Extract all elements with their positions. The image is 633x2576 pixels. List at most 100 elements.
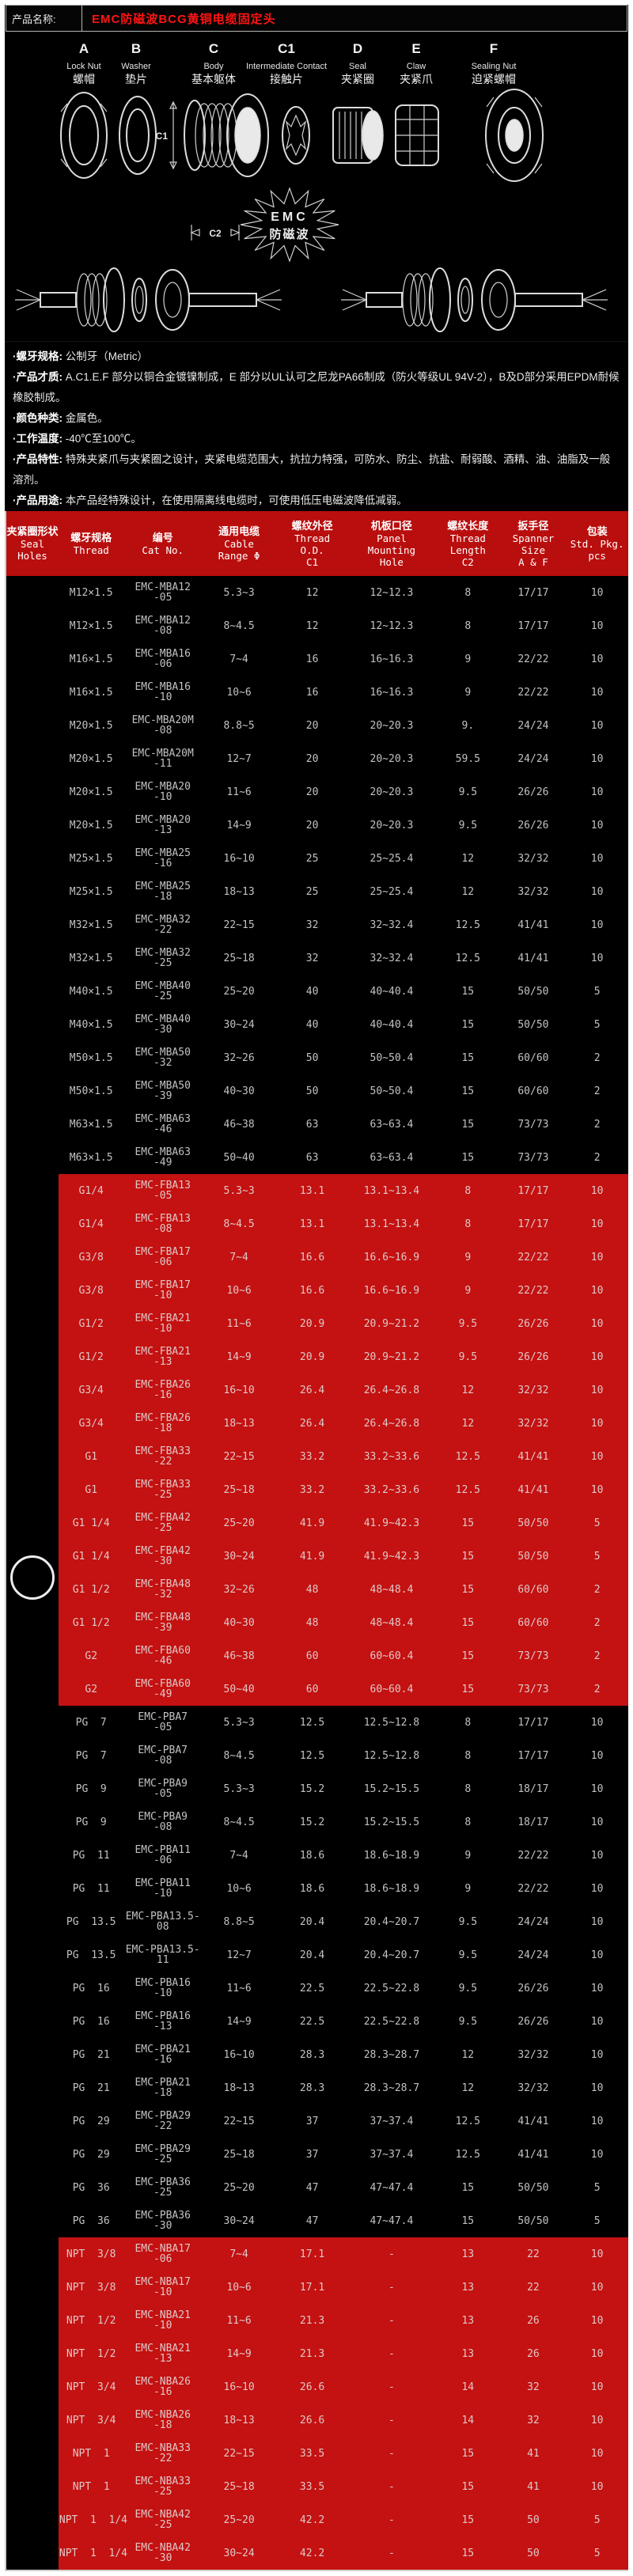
cable-cell: 16~10 (201, 2038, 277, 2071)
spec-label: ·产品才质: (13, 371, 66, 383)
spanner-cell: 26/26 (500, 775, 567, 809)
od-cell: 63 (276, 1141, 348, 1174)
od-cell: 25 (276, 875, 348, 908)
panel-cell: 26.4~26.8 (347, 1407, 435, 1440)
spanner-cell: 17/17 (500, 576, 567, 609)
table-row: NPT 3/4 EMC-NBA26 -16 16~10 26.6-14 32 10 (6, 2370, 628, 2404)
svg-text:E: E (411, 41, 420, 56)
table-row: G1/4 EMC-FBA13 -08 8~4.5 13.1 13.1~13.4 8 17/17… (6, 1207, 628, 1241)
table-header: 夹紧圈形状 Seal Holes 螺牙规格 Thread 编号 Cat No. 通用电缆 Cab… (6, 511, 628, 576)
thread-cell: M20×1.5 (58, 742, 124, 775)
od-cell: 60 (276, 1639, 348, 1673)
len-cell: 12.5 (435, 1473, 501, 1506)
seal-cell (6, 941, 59, 975)
panel-cell: 60~60.4 (347, 1673, 435, 1706)
len-cell: 12 (435, 1373, 501, 1407)
seal-cell (6, 1739, 59, 1772)
spanner-cell: 32/32 (500, 875, 567, 908)
cable-cell: 18~13 (201, 875, 277, 908)
pkg-cell: 10 (566, 941, 628, 975)
svg-text:迫紧螺帽: 迫紧螺帽 (472, 73, 516, 85)
svg-text:防磁波: 防磁波 (269, 227, 309, 241)
cat-cell: EMC-FBA33 -25 (123, 1473, 202, 1506)
spanner-cell: 18/17 (500, 1805, 567, 1839)
cable-cell: 46~38 (201, 1639, 277, 1673)
spanner-cell: 22 (500, 2237, 567, 2271)
pkg-cell: 2 (566, 1108, 628, 1141)
od-cell: 60 (276, 1673, 348, 1706)
table-row: NPT 1/2 EMC-NBA21 -13 14~9 21.3-13 26 10 (6, 2337, 628, 2370)
table-row: PG 21 EMC-PBA21 -18 18~13 28.3 28.3~28.7 12 32/… (6, 2071, 628, 2104)
pkg-cell: 10 (566, 775, 628, 809)
cat-cell: EMC-PBA13.5- 08 (123, 1905, 202, 1938)
od-cell: 12 (276, 576, 348, 609)
panel-cell: 18.6~18.9 (347, 1872, 435, 1905)
len-cell: 9.5 (435, 1307, 501, 1340)
od-cell: 42.2 (276, 2503, 348, 2536)
svg-text:EMC: EMC (271, 210, 309, 224)
panel-cell: - (347, 2470, 435, 2503)
seal-cell (6, 1274, 59, 1307)
panel-cell: 20.9~21.2 (347, 1340, 435, 1373)
pkg-cell: 5 (566, 2204, 628, 2237)
thread-cell: NPT 3/4 (58, 2404, 124, 2437)
cat-cell: EMC-PBA9 -08 (123, 1805, 202, 1839)
len-cell: 8 (435, 1174, 501, 1207)
spanner-cell: 41 (500, 2437, 567, 2470)
spanner-cell: 26 (500, 2304, 567, 2337)
table-row: PG 9 EMC-PBA9 -08 8~4.5 15.2 15.2~15.5 8 18/17 1… (6, 1805, 628, 1839)
table-row: PG 36 EMC-PBA36 -30 30~24 47 47~47.4 15 50/50 5 (6, 2204, 628, 2237)
od-cell: 12.5 (276, 1706, 348, 1739)
table-row: PG 21 EMC-PBA21 -16 16~10 28.3 28.3~28.7 12 32/… (6, 2038, 628, 2071)
cable-cell: 22~15 (201, 908, 277, 941)
cat-cell: EMC-NBA21 -13 (123, 2337, 202, 2370)
column-header-4: 螺纹外径 Thread O.D. C1 (276, 511, 348, 576)
panel-cell: 13.1~13.4 (347, 1174, 435, 1207)
spanner-cell: 50/50 (500, 2204, 567, 2237)
spanner-cell: 22/22 (500, 1872, 567, 1905)
panel-cell: 32~32.4 (347, 908, 435, 941)
seal-cell (6, 2071, 59, 2104)
cable-cell: 10~6 (201, 2271, 277, 2304)
len-cell: 9.5 (435, 1938, 501, 1972)
od-cell: 26.4 (276, 1407, 348, 1440)
cat-cell: EMC-MBA16 -06 (123, 642, 202, 676)
cable-cell: 10~6 (201, 1872, 277, 1905)
len-cell: 15 (435, 1506, 501, 1540)
len-cell: 15 (435, 1041, 501, 1074)
thread-cell: G3/8 (58, 1274, 124, 1307)
len-cell: 15 (435, 2171, 501, 2204)
pkg-cell: 10 (566, 908, 628, 941)
panel-cell: 48~48.4 (347, 1573, 435, 1606)
pkg-cell: 10 (566, 1972, 628, 2005)
spanner-cell: 32 (500, 2370, 567, 2404)
spanner-cell: 24/24 (500, 709, 567, 742)
len-cell: 9 (435, 1274, 501, 1307)
dim-c1-label: C1 (156, 131, 169, 142)
spanner-cell: 22/22 (500, 676, 567, 709)
od-cell: 17.1 (276, 2237, 348, 2271)
title-bar: 产品名称: EMC防磁波BCG黄铜电缆固定头 (6, 5, 627, 32)
panel-cell: 25~25.4 (347, 875, 435, 908)
seal-cell (6, 2536, 59, 2570)
od-cell: 18.6 (276, 1872, 348, 1905)
spanner-cell: 26/26 (500, 1307, 567, 1340)
panel-cell: - (347, 2237, 435, 2271)
cable-cell: 10~6 (201, 1274, 277, 1307)
cable-cell: 5.3~3 (201, 1174, 277, 1207)
cable-cell: 14~9 (201, 809, 277, 842)
pkg-cell: 10 (566, 809, 628, 842)
panel-cell: 40~40.4 (347, 1008, 435, 1041)
pkg-cell: 10 (566, 1174, 628, 1207)
exploded-parts-drawing: C1 (60, 89, 544, 182)
table-row: G1/2 EMC-FBA21 -10 11~6 20.9 20.9~21.2 9.5 26/2… (6, 1307, 628, 1340)
od-cell: 18.6 (276, 1839, 348, 1872)
od-cell: 37 (276, 2104, 348, 2138)
spec-line-4: ·产品特性: 特殊夹紧爪与夹紧圈之设计，夹紧电缆范围大，抗拉力特强，可防水、防尘… (13, 449, 620, 491)
dim-c2-label: C2 (209, 228, 222, 239)
cat-cell: EMC-MBA50 -32 (123, 1041, 202, 1074)
cable-cell: 25~18 (201, 2470, 277, 2503)
seal-cell (6, 1407, 59, 1440)
spanner-cell: 22/22 (500, 1839, 567, 1872)
table-row: PG 13.5 EMC-PBA13.5- 08 8.8~5 20.4 20.4~20.7 9… (6, 1905, 628, 1938)
